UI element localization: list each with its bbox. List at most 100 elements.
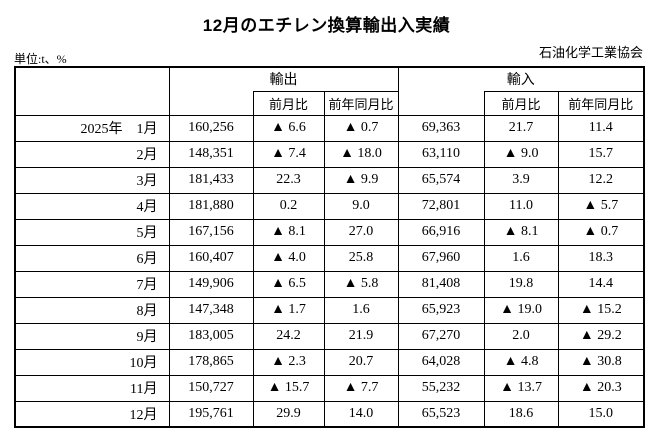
import-value-header (397, 91, 485, 116)
cell-export-value: 160,407 (168, 244, 254, 272)
import-yoy-header: 前年同月比 (557, 90, 645, 116)
cell-import-mom: ▲ 19.0 (483, 296, 559, 324)
cell-export-value: 149,906 (168, 270, 254, 298)
cell-import-value: 55,232 (397, 374, 485, 402)
header-row-sub: 前月比 前年同月比 前月比 前年同月比 (15, 90, 645, 116)
cell-export-yoy: 14.0 (323, 400, 399, 428)
cell-month: 3月 (14, 166, 170, 194)
cell-month: 9月 (14, 322, 170, 350)
export-mom-header: 前月比 (252, 90, 325, 116)
import-group-header: 輸入 (397, 66, 645, 91)
cell-export-mom: ▲ 7.4 (252, 140, 325, 168)
cell-import-mom: 18.6 (483, 400, 559, 428)
cell-import-yoy: 12.2 (557, 166, 645, 194)
cell-export-mom: ▲ 8.1 (252, 218, 325, 246)
cell-export-value: 167,156 (168, 218, 254, 246)
table-row: 2025年 1月 160,256 ▲ 6.6 ▲ 0.7 69,363 21.7… (14, 114, 645, 142)
meta-row: 単位:t、% 石油化学工業協会 (14, 42, 643, 66)
cell-export-mom: 24.2 (252, 322, 325, 350)
cell-export-yoy: ▲ 0.7 (323, 114, 399, 142)
table-row: 8月 147,348 ▲ 1.7 1.6 65,923 ▲ 19.0 ▲ 15.… (14, 296, 645, 324)
cell-export-mom: 29.9 (252, 400, 325, 428)
cell-month: 2025年 1月 (14, 114, 170, 142)
cell-import-yoy: ▲ 0.7 (557, 218, 645, 246)
cell-export-yoy: 25.8 (323, 244, 399, 272)
cell-import-yoy: 11.4 (557, 114, 645, 142)
cell-import-yoy: 15.7 (557, 140, 645, 168)
cell-import-yoy: 15.0 (557, 400, 645, 428)
cell-month: 5月 (14, 218, 170, 246)
cell-import-mom: 2.0 (483, 322, 559, 350)
cell-import-mom: 3.9 (483, 166, 559, 194)
table-row: 9月 183,005 24.2 21.9 67,270 2.0 ▲ 29.2 (14, 322, 645, 350)
cell-import-value: 63,110 (397, 140, 485, 168)
cell-export-yoy: 20.7 (323, 348, 399, 376)
cell-export-value: 147,348 (168, 296, 254, 324)
cell-export-yoy: 27.0 (323, 218, 399, 246)
cell-import-value: 81,408 (397, 270, 485, 298)
cell-month: 10月 (14, 348, 170, 376)
month-column-header (14, 66, 170, 116)
cell-export-mom: ▲ 15.7 (252, 374, 325, 402)
cell-import-mom: ▲ 4.8 (483, 348, 559, 376)
organization-label: 石油化学工業協会 (538, 45, 643, 60)
cell-import-mom: 11.0 (483, 192, 559, 220)
cell-export-value: 195,761 (168, 400, 254, 428)
cell-export-mom: ▲ 1.7 (252, 296, 325, 324)
cell-export-mom: ▲ 6.5 (252, 270, 325, 298)
cell-import-value: 65,574 (397, 166, 485, 194)
cell-export-value: 148,351 (168, 140, 254, 168)
cell-import-value: 72,801 (397, 192, 485, 220)
table-row: 6月 160,407 ▲ 4.0 25.8 67,960 1.6 18.3 (14, 244, 645, 272)
cell-import-mom: 19.8 (483, 270, 559, 298)
cell-import-value: 64,028 (397, 348, 485, 376)
cell-import-yoy: ▲ 15.2 (557, 296, 645, 324)
cell-import-yoy: ▲ 20.3 (557, 374, 645, 402)
cell-export-yoy: ▲ 9.9 (323, 166, 399, 194)
page-title: 12月のエチレン換算輸出入実績 (202, 16, 451, 35)
cell-import-yoy: ▲ 5.7 (557, 192, 645, 220)
cell-export-value: 181,433 (168, 166, 254, 194)
cell-export-mom: ▲ 4.0 (252, 244, 325, 272)
export-group-header: 輸出 (168, 66, 399, 91)
table-row: 3月 181,433 22.3 ▲ 9.9 65,574 3.9 12.2 (14, 166, 645, 194)
ethylene-trade-table: 輸出 輸入 前月比 前年同月比 前月比 前年同月比 2025年 1月 160,2… (14, 66, 646, 428)
cell-export-yoy: 21.9 (323, 322, 399, 350)
cell-import-value: 67,960 (397, 244, 485, 272)
cell-import-value: 67,270 (397, 322, 485, 350)
cell-month: 6月 (14, 244, 170, 272)
cell-month: 8月 (14, 296, 170, 324)
cell-export-value: 183,005 (168, 322, 254, 350)
cell-import-mom: ▲ 9.0 (483, 140, 559, 168)
cell-import-yoy: 14.4 (557, 270, 645, 298)
import-mom-header: 前月比 (483, 90, 559, 116)
cell-export-yoy: ▲ 18.0 (323, 140, 399, 168)
cell-import-value: 69,363 (397, 114, 485, 142)
cell-import-mom: 1.6 (483, 244, 559, 272)
cell-import-value: 65,523 (397, 400, 485, 428)
table-row: 5月 167,156 ▲ 8.1 27.0 66,916 ▲ 8.1 ▲ 0.7 (14, 218, 645, 246)
cell-month: 2月 (14, 140, 170, 168)
cell-import-mom: ▲ 13.7 (483, 374, 559, 402)
cell-export-mom: ▲ 6.6 (252, 114, 325, 142)
table-row: 10月 178,865 ▲ 2.3 20.7 64,028 ▲ 4.8 ▲ 30… (14, 348, 645, 376)
cell-export-yoy: ▲ 5.8 (323, 270, 399, 298)
cell-import-value: 66,916 (397, 218, 485, 246)
cell-month: 7月 (14, 270, 170, 298)
export-value-header (168, 91, 254, 116)
cell-month: 12月 (14, 400, 170, 428)
table-row: 2月 148,351 ▲ 7.4 ▲ 18.0 63,110 ▲ 9.0 15.… (14, 140, 645, 168)
table-row: 4月 181,880 0.2 9.0 72,801 11.0 ▲ 5.7 (14, 192, 645, 220)
cell-month: 4月 (14, 192, 170, 220)
cell-export-mom: 22.3 (252, 166, 325, 194)
cell-export-value: 181,880 (168, 192, 254, 220)
cell-import-yoy: ▲ 29.2 (557, 322, 645, 350)
cell-import-yoy: 18.3 (557, 244, 645, 272)
header-row-groups: 輸出 輸入 (14, 66, 645, 116)
cell-import-yoy: ▲ 30.8 (557, 348, 645, 376)
cell-import-mom: 21.7 (483, 114, 559, 142)
table-row: 11月 150,727 ▲ 15.7 ▲ 7.7 55,232 ▲ 13.7 ▲… (14, 374, 645, 402)
cell-export-value: 178,865 (168, 348, 254, 376)
unit-label: 単位:t、% (14, 52, 67, 66)
